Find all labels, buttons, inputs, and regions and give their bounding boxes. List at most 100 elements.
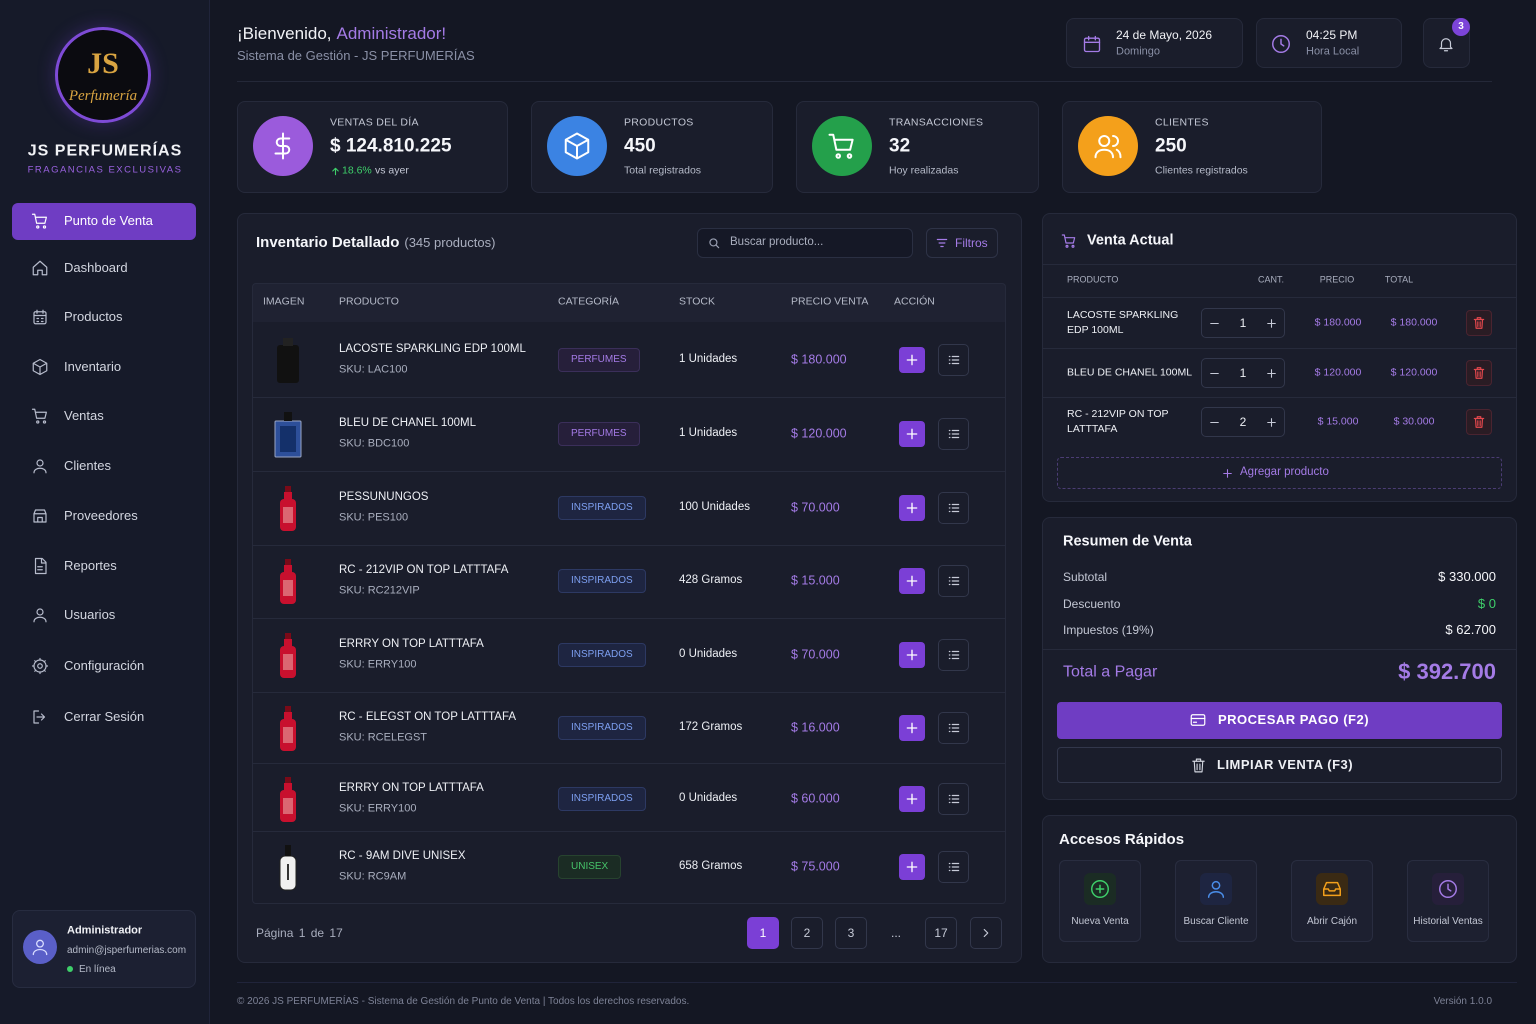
icon bbox=[32, 358, 48, 376]
icon-shape bbox=[906, 502, 918, 514]
icon bbox=[1473, 416, 1485, 428]
stat-label: CLIENTES bbox=[1155, 116, 1209, 129]
stat-label: VENTAS DEL DÍA bbox=[330, 116, 419, 129]
inventory-count: (345 productos) bbox=[404, 235, 496, 251]
stat-value: $ 124.810.225 bbox=[330, 135, 452, 157]
footer-copyright: © 2026 JS PERFUMERÍAS - Sistema de Gesti… bbox=[237, 996, 690, 1007]
next-button[interactable] bbox=[970, 917, 1002, 949]
icon-shape bbox=[33, 710, 46, 724]
icon bbox=[32, 260, 48, 276]
product-image bbox=[280, 486, 296, 531]
search-input[interactable] bbox=[697, 228, 913, 258]
icon-shape bbox=[1439, 880, 1457, 898]
icon-shape bbox=[1091, 880, 1109, 898]
icon-shape bbox=[906, 575, 918, 587]
page-button[interactable] bbox=[791, 917, 823, 949]
product-price: $ 15.000 bbox=[791, 573, 840, 588]
icon bbox=[906, 575, 918, 587]
detail-button[interactable] bbox=[938, 565, 969, 597]
icon-shape bbox=[1211, 880, 1221, 890]
icon-shape bbox=[277, 345, 299, 383]
product-image bbox=[280, 633, 296, 678]
column-header: PRECIO VENTA bbox=[791, 295, 869, 308]
nav-item: Cerrar Sesión bbox=[64, 709, 145, 725]
icon-shape bbox=[1473, 367, 1485, 379]
summary-value: $ 62.700 bbox=[1445, 622, 1496, 638]
icon-shape bbox=[287, 864, 289, 880]
icon-shape bbox=[835, 153, 841, 159]
remove-button[interactable] bbox=[1466, 310, 1492, 336]
filters-btn[interactable] bbox=[926, 228, 998, 258]
page-button[interactable] bbox=[747, 917, 779, 949]
stat-note: Hoy realizadas bbox=[889, 164, 959, 177]
icon-shape bbox=[1447, 883, 1452, 892]
icon-shape bbox=[1190, 717, 1206, 723]
nav-item: Ventas bbox=[64, 408, 104, 424]
detail-button[interactable] bbox=[938, 851, 969, 883]
icon bbox=[948, 862, 959, 872]
icon bbox=[1473, 317, 1485, 329]
logo-ring bbox=[55, 27, 151, 123]
cart-qty: 1 bbox=[1239, 365, 1247, 380]
nav-item: Clientes bbox=[64, 458, 111, 474]
category-badge: INSPIRADOS bbox=[558, 643, 646, 667]
category-badge: PERFUMES bbox=[558, 348, 640, 372]
icon-shape bbox=[284, 412, 292, 421]
clear-button[interactable] bbox=[1057, 747, 1502, 783]
icon-shape bbox=[33, 616, 47, 623]
user-name: Administrador bbox=[67, 924, 143, 937]
process-button[interactable] bbox=[1057, 702, 1502, 739]
icon bbox=[34, 557, 47, 575]
detail-button[interactable] bbox=[938, 418, 969, 450]
time: 04:25 PM bbox=[1306, 27, 1358, 42]
product-image bbox=[280, 777, 296, 822]
icon-shape bbox=[36, 225, 40, 229]
detail-button[interactable] bbox=[938, 712, 969, 744]
icon-shape bbox=[1083, 35, 1101, 43]
page-button[interactable] bbox=[925, 917, 957, 949]
icon-shape bbox=[34, 557, 47, 575]
user-status: En línea bbox=[79, 964, 116, 975]
icon-shape bbox=[36, 420, 40, 424]
icon-shape bbox=[37, 663, 43, 669]
row-divider bbox=[252, 618, 1006, 619]
detail-button[interactable] bbox=[938, 344, 969, 376]
stat-note: Total registrados bbox=[624, 164, 702, 177]
detail-button[interactable] bbox=[938, 783, 969, 815]
icon bbox=[948, 355, 959, 365]
icon bbox=[906, 861, 918, 873]
product-stock: 1 Unidades bbox=[679, 353, 738, 366]
column-header: CATEGORÍA bbox=[558, 295, 620, 308]
icon-shape bbox=[846, 153, 853, 159]
time-label: Hora Local bbox=[1306, 45, 1360, 58]
category-badge: INSPIRADOS bbox=[558, 716, 646, 740]
add-product[interactable] bbox=[1057, 457, 1502, 489]
detail-button[interactable] bbox=[938, 639, 969, 671]
remove-button[interactable] bbox=[1466, 409, 1492, 435]
qty-stepper bbox=[1201, 358, 1285, 388]
product-stock: 0 Unidades bbox=[679, 648, 738, 661]
icon-shape bbox=[1323, 881, 1341, 897]
summary-label: Descuento bbox=[1063, 596, 1121, 611]
icon-shape bbox=[285, 706, 291, 712]
icon-shape bbox=[283, 654, 293, 670]
icon bbox=[1266, 368, 1276, 378]
detail-button[interactable] bbox=[938, 492, 969, 524]
weekday: Domingo bbox=[1116, 45, 1161, 58]
icon-shape bbox=[1272, 35, 1290, 53]
summary-label: Subtotal bbox=[1063, 569, 1108, 584]
icon bbox=[1209, 322, 1219, 324]
page-button[interactable] bbox=[835, 917, 867, 949]
cart-item-name: RC - 212VIP ON TOP LATTTAFA bbox=[1067, 408, 1169, 435]
icon-shape bbox=[936, 238, 948, 248]
icon-shape bbox=[284, 492, 292, 500]
icon-shape bbox=[284, 783, 292, 791]
icon bbox=[1272, 35, 1290, 53]
cart-head-divider bbox=[1043, 297, 1516, 298]
product-price: $ 70.000 bbox=[791, 647, 840, 662]
category-badge: INSPIRADOS bbox=[558, 496, 646, 520]
filters: Filtros bbox=[955, 235, 988, 250]
remove-button[interactable] bbox=[1466, 360, 1492, 386]
nav-active[interactable] bbox=[12, 203, 196, 240]
icon-shape bbox=[906, 354, 918, 366]
